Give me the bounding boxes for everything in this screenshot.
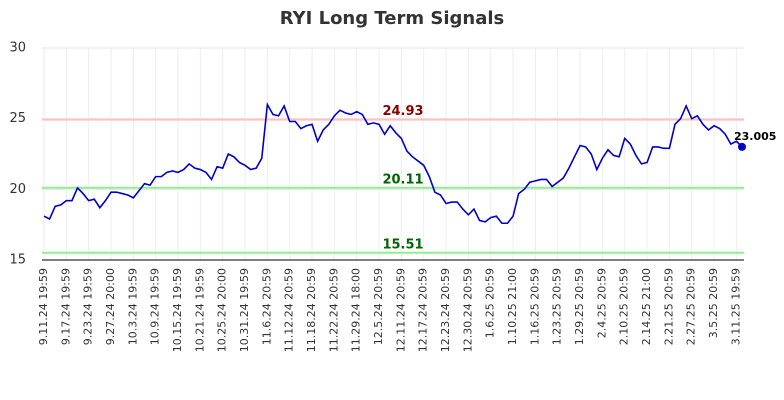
y-tick-label: 25 xyxy=(9,111,26,126)
reference-label: 15.51 xyxy=(382,237,423,252)
x-tick-label: 1.16.25 20:59 xyxy=(528,268,541,345)
x-tick-label: 10.25.24 20:00 xyxy=(216,268,229,352)
reference-label: 24.93 xyxy=(382,104,423,119)
x-tick-label: 3.11.25 19:59 xyxy=(729,268,742,345)
y-tick-label: 20 xyxy=(9,182,26,197)
x-tick-label: 1.6.25 20:59 xyxy=(484,268,497,338)
x-tick-label: 12.30.24 20:59 xyxy=(461,268,474,352)
y-tick-label: 15 xyxy=(9,253,26,268)
x-tick-label: 3.5.25 20:59 xyxy=(707,268,720,338)
last-point xyxy=(738,142,746,151)
reference-label: 20.11 xyxy=(382,172,423,187)
x-tick-label: 1.29.25 20:59 xyxy=(573,268,586,345)
x-tick-label: 2.4.25 20:59 xyxy=(595,268,608,338)
x-tick-label: 10.31.24 19:59 xyxy=(238,268,251,352)
x-tick-label: 12.11.24 20:59 xyxy=(394,268,407,352)
x-tick-label: 11.22.24 20:59 xyxy=(327,268,340,352)
x-tick-label: 11.18.24 20:59 xyxy=(305,268,318,352)
y-tick-label: 30 xyxy=(9,41,26,56)
x-tick-label: 11.29.24 18:00 xyxy=(350,268,363,352)
x-tick-label: 10.3.24 19:59 xyxy=(126,268,139,345)
x-tick-label: 10.9.24 19:59 xyxy=(149,268,162,345)
chart-title: RYI Long Term Signals xyxy=(280,8,505,29)
x-tick-label: 12.5.24 20:59 xyxy=(372,268,385,345)
x-tick-label: 2.27.25 20:59 xyxy=(685,268,698,345)
x-tick-label: 10.15.24 19:59 xyxy=(171,268,184,352)
x-tick-label: 2.10.25 20:59 xyxy=(618,268,631,345)
x-tick-label: 11.6.24 20:59 xyxy=(260,268,273,345)
x-tick-label: 9.17.24 19:59 xyxy=(59,268,72,345)
x-tick-label: 11.12.24 20:59 xyxy=(283,268,296,352)
last-value-label: 23.005 xyxy=(734,130,776,143)
x-tick-label: 1.10.25 21:00 xyxy=(506,268,519,345)
x-tick-label: 10.21.24 19:59 xyxy=(193,268,206,352)
x-tick-label: 12.23.24 20:59 xyxy=(439,268,452,352)
x-tick-label: 9.11.24 19:59 xyxy=(37,268,50,345)
x-tick-label: 1.23.25 20:59 xyxy=(551,268,564,345)
x-tick-label: 9.27.24 20:00 xyxy=(104,268,117,345)
x-tick-label: 2.14.25 21:00 xyxy=(640,268,653,345)
line xyxy=(43,101,743,225)
x-tick-label: 9.23.24 19:59 xyxy=(82,268,95,345)
x-tick-label: 2.21.25 20:59 xyxy=(662,268,675,345)
x-tick-label: 12.17.24 20:59 xyxy=(417,268,430,352)
